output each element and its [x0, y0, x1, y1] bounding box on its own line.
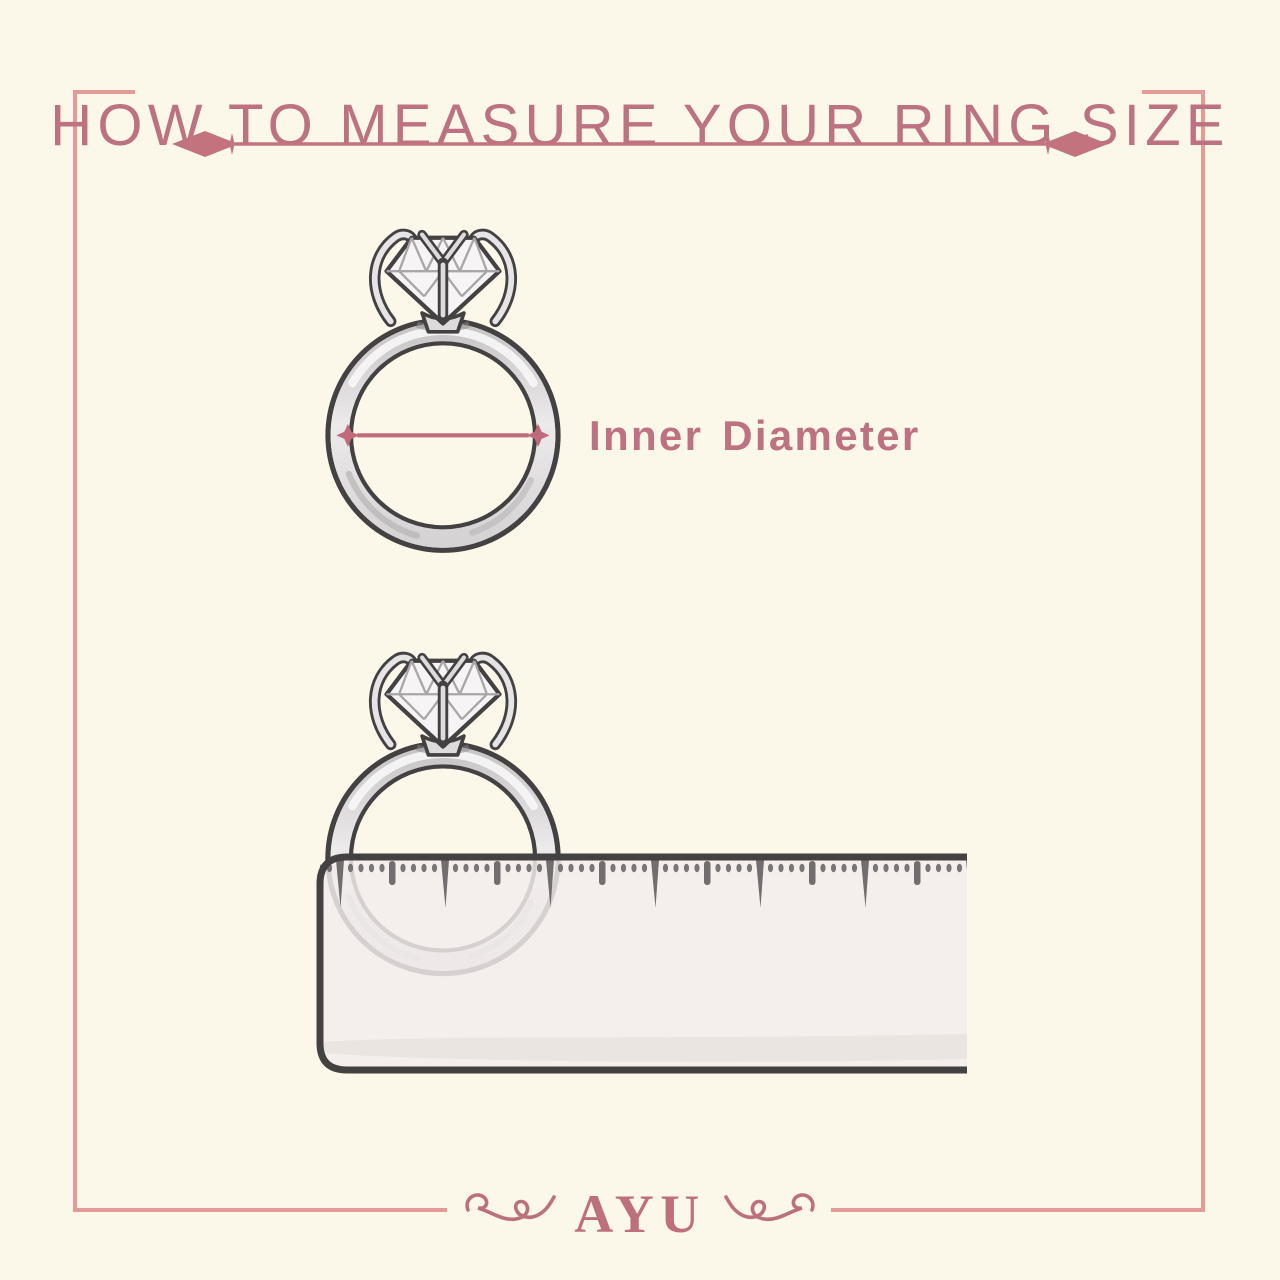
- title-divider: [172, 131, 1108, 157]
- frame-border-left: [73, 90, 77, 1211]
- divider-diamond-right-icon: [1042, 131, 1108, 157]
- ring-inner-diameter-diagram: [325, 228, 561, 553]
- inner-diameter-arrow: [336, 423, 550, 447]
- arrow-star-right-icon: [526, 423, 550, 447]
- inner-diameter-label: Inner Diameter: [589, 412, 921, 459]
- diamond-icon: [368, 228, 518, 334]
- frame-border-right: [1201, 90, 1205, 1211]
- ring-illustration: [325, 228, 561, 553]
- ring-on-ruler-diagram: [316, 651, 967, 1074]
- divider-tick-left-icon: [229, 133, 235, 155]
- divider-diamond-left-icon: [172, 131, 238, 157]
- arrow-star-left-icon: [336, 423, 360, 447]
- brand-logo: AYU: [0, 1180, 1280, 1244]
- frame-border-bottom-right: [831, 1208, 1205, 1212]
- frame-border-top-left: [73, 90, 135, 94]
- brand-name: AYU: [574, 1184, 706, 1244]
- ruler-bottom-shadow: [320, 1034, 967, 1062]
- flourish-right-icon: [723, 1193, 815, 1222]
- flourish-left-icon: [465, 1193, 557, 1222]
- ruler-ticks: [320, 860, 967, 916]
- frame-border-bottom-left: [73, 1208, 447, 1212]
- ruler-outline: [316, 853, 967, 1074]
- ruler: [316, 853, 967, 1074]
- frame-border-top-right: [1142, 90, 1205, 94]
- diamond-icon: [368, 651, 518, 757]
